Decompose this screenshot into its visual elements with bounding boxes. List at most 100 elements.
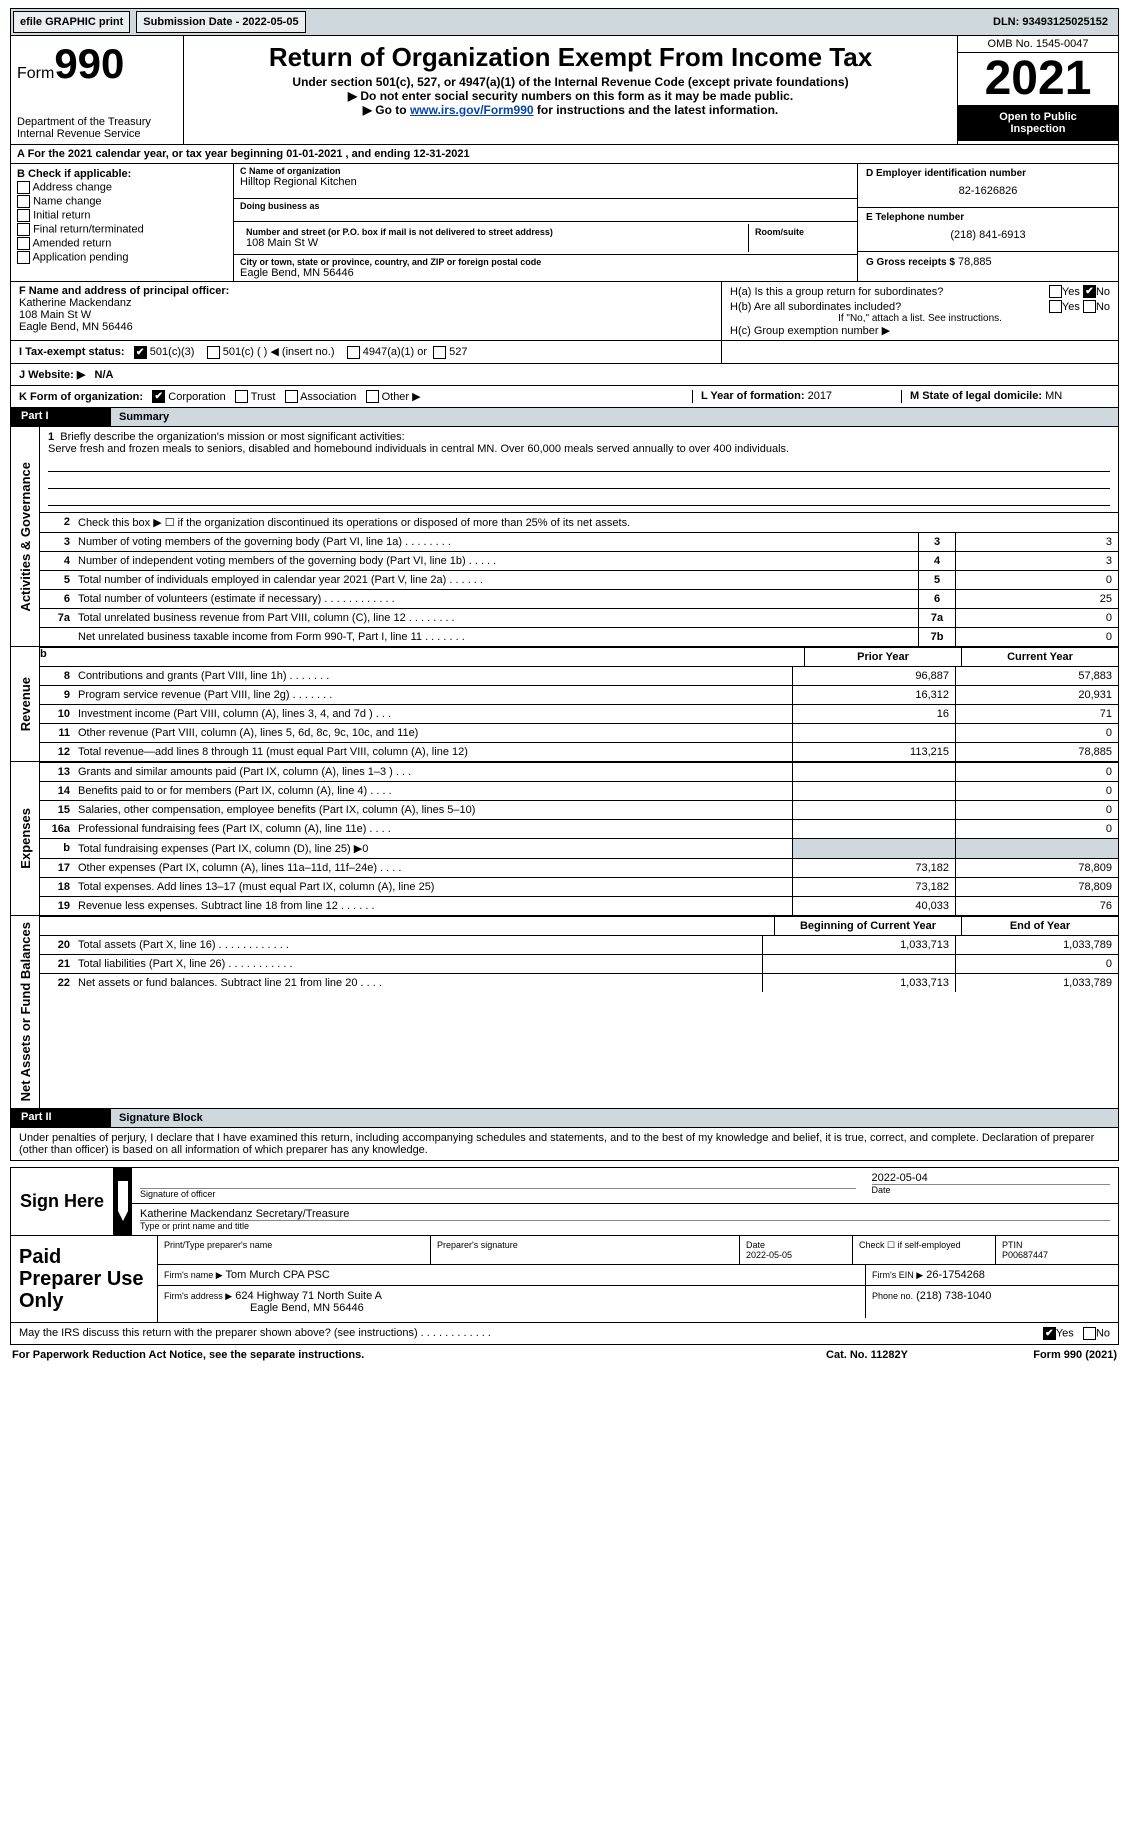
date-label: Date (872, 1184, 1111, 1195)
check-other[interactable] (366, 390, 379, 403)
org-name: Hilltop Regional Kitchen (240, 176, 851, 188)
ha-yes-checkbox[interactable] (1049, 285, 1062, 298)
arrow-icon (114, 1168, 132, 1235)
form-word: Form (17, 65, 54, 82)
gross-value: 78,885 (958, 256, 992, 268)
hb-yes-checkbox[interactable] (1049, 300, 1062, 313)
page-footer: For Paperwork Reduction Act Notice, see … (10, 1345, 1119, 1365)
summary-row: 13Grants and similar amounts paid (Part … (40, 762, 1118, 781)
firm-ein: 26-1754268 (926, 1269, 985, 1281)
summary-row: 8Contributions and grants (Part VIII, li… (40, 666, 1118, 685)
officer-addr1: 108 Main St W (19, 309, 713, 321)
col-b-checkboxes: B Check if applicable: Address change Na… (11, 164, 234, 281)
paid-preparer-block: Paid Preparer Use Only Print/Type prepar… (10, 1236, 1119, 1323)
discuss-no-checkbox[interactable] (1083, 1327, 1096, 1340)
officer-name-title: Katherine Mackendanz Secretary/Treasure (140, 1208, 1110, 1220)
header-left: Form990 Department of the Treasury Inter… (11, 36, 184, 144)
summary-row: 20Total assets (Part X, line 16) . . . .… (40, 935, 1118, 954)
check-final-return[interactable]: Final return/terminated (17, 223, 227, 236)
part2-header: Part II Signature Block (10, 1109, 1119, 1128)
phone-value: (218) 841-6913 (866, 223, 1110, 247)
ha-no-checkbox[interactable]: ✔ (1083, 285, 1096, 298)
side-net: Net Assets or Fund Balances (18, 916, 33, 1107)
l1-label: Briefly describe the organization's miss… (60, 431, 404, 443)
irs-link[interactable]: www.irs.gov/Form990 (410, 103, 534, 117)
firm-addr2: Eagle Bend, MN 56446 (250, 1302, 364, 1314)
check-corp[interactable]: ✔ (152, 390, 165, 403)
hdr-end: End of Year (961, 917, 1118, 935)
omb-number: OMB No. 1545-0047 (958, 36, 1118, 53)
mission-text: Serve fresh and frozen meals to seniors,… (48, 443, 789, 455)
summary-row: 7aTotal unrelated business revenue from … (40, 608, 1118, 627)
discuss-yes-checkbox[interactable]: ✔ (1043, 1327, 1056, 1340)
phone-label: E Telephone number (866, 212, 1110, 223)
ha-label: H(a) Is this a group return for subordin… (730, 286, 1049, 298)
declaration: Under penalties of perjury, I declare th… (10, 1128, 1119, 1161)
klm-row: K Form of organization: ✔ Corporation Tr… (10, 386, 1119, 409)
check-assoc[interactable] (285, 390, 298, 403)
side-expenses: Expenses (18, 802, 33, 875)
check-amended[interactable]: Amended return (17, 237, 227, 250)
sig-date: 2022-05-04 (872, 1172, 1111, 1184)
hb-label: H(b) Are all subordinates included? (730, 301, 1049, 313)
check-527[interactable] (433, 346, 446, 359)
cat-no: Cat. No. 11282Y (777, 1349, 957, 1361)
summary-row: 21Total liabilities (Part X, line 26) . … (40, 954, 1118, 973)
type-name-label: Type or print name and title (140, 1220, 1110, 1231)
prep-sig-hdr: Preparer's signature (437, 1240, 733, 1250)
prep-date: 2022-05-05 (746, 1250, 792, 1260)
check-name-change[interactable]: Name change (17, 195, 227, 208)
firm-addr1: 624 Highway 71 North Suite A (235, 1290, 382, 1302)
subtitle-2: ▶ Do not enter social security numbers o… (192, 89, 949, 103)
state-domicile: MN (1045, 390, 1062, 402)
pra-notice: For Paperwork Reduction Act Notice, see … (12, 1349, 777, 1361)
city-state-zip: Eagle Bend, MN 56446 (240, 267, 851, 279)
col-b-label: B Check if applicable: (17, 168, 227, 180)
part2-badge: Part II (11, 1109, 111, 1127)
hb-no-checkbox[interactable] (1083, 300, 1096, 313)
hb-note: If "No," attach a list. See instructions… (730, 313, 1110, 324)
summary-row: 16aProfessional fundraising fees (Part I… (40, 819, 1118, 838)
year-formation: 2017 (808, 390, 832, 402)
check-initial-return[interactable]: Initial return (17, 209, 227, 222)
part1-header: Part I Summary (10, 408, 1119, 427)
form-990-page: efile GRAPHIC print Submission Date - 20… (0, 0, 1129, 1375)
ha-yes-label: Yes (1062, 286, 1080, 298)
summary-row: 9Program service revenue (Part VIII, lin… (40, 685, 1118, 704)
check-501c3[interactable]: ✔ (134, 346, 147, 359)
website-value: N/A (95, 369, 114, 381)
check-app-pending[interactable]: Application pending (17, 251, 227, 264)
check-501c[interactable] (207, 346, 220, 359)
officer-addr2: Eagle Bend, MN 56446 (19, 321, 713, 333)
summary-row: 3Number of voting members of the governi… (40, 532, 1118, 551)
section-net-assets: Net Assets or Fund Balances Beginning of… (10, 916, 1119, 1108)
room-label: Room/suite (755, 227, 845, 237)
check-address-change[interactable]: Address change (17, 181, 227, 194)
officer-name: Katherine Mackendanz (19, 297, 713, 309)
city-label: City or town, state or province, country… (240, 257, 851, 267)
f-label: F Name and address of principal officer: (19, 285, 713, 297)
efile-print-button[interactable]: efile GRAPHIC print (13, 11, 130, 33)
dln-number: DLN: 93493125025152 (985, 12, 1116, 32)
ptin-value: P00687447 (1002, 1250, 1048, 1260)
k-label: K Form of organization: (19, 391, 143, 403)
check-trust[interactable] (235, 390, 248, 403)
header-center: Return of Organization Exempt From Incom… (184, 36, 958, 144)
self-employed-check[interactable]: Check ☐ if self-employed (859, 1240, 989, 1251)
hdr-current: Current Year (961, 648, 1118, 666)
part1-title: Summary (111, 408, 1118, 426)
part1-badge: Part I (11, 408, 111, 426)
summary-row: 4Number of independent voting members of… (40, 551, 1118, 570)
subtitle-3: ▶ Go to www.irs.gov/Form990 for instruct… (192, 103, 949, 117)
form-title: Return of Organization Exempt From Incom… (192, 42, 949, 73)
fh-row: F Name and address of principal officer:… (10, 282, 1119, 341)
check-4947[interactable] (347, 346, 360, 359)
ha-no-label: No (1096, 286, 1110, 298)
col-c-org: C Name of organization Hilltop Regional … (234, 164, 857, 281)
subtitle-1: Under section 501(c), 527, or 4947(a)(1)… (192, 75, 949, 89)
summary-row: 22Net assets or fund balances. Subtract … (40, 973, 1118, 992)
summary-row: 11Other revenue (Part VIII, column (A), … (40, 723, 1118, 742)
i-label: I Tax-exempt status: (19, 346, 125, 358)
dba-label: Doing business as (240, 201, 851, 211)
summary-row: 15Salaries, other compensation, employee… (40, 800, 1118, 819)
